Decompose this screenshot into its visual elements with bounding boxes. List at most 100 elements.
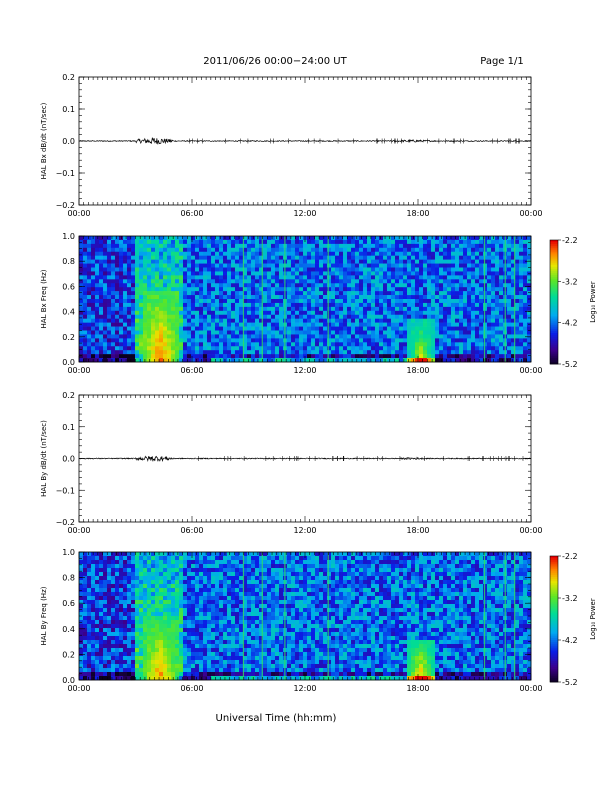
heatmap-cell: [383, 299, 388, 304]
heatmap-cell: [275, 291, 280, 296]
heatmap-cell: [383, 306, 388, 312]
heatmap-cell: [183, 314, 188, 319]
heatmap-cell: [287, 243, 292, 249]
heatmap-cell: [183, 271, 188, 276]
heatmap-cell: [443, 334, 448, 339]
heatmap-cell: [483, 283, 488, 288]
heatmap-cell: [83, 660, 88, 665]
heatmap-cell: [155, 283, 160, 288]
colorbar-tick-label: -3.2: [562, 277, 578, 286]
heatmap-cell: [339, 247, 344, 253]
heatmap-cell: [223, 306, 228, 312]
heatmap-cell: [463, 275, 468, 280]
heatmap-cell: [159, 271, 164, 276]
heatmap-cell: [443, 275, 448, 280]
heatmap-cell: [203, 299, 208, 304]
heatmap-cell: [395, 263, 400, 268]
heatmap-cell: [199, 350, 204, 355]
colorbar-cell: [550, 273, 558, 276]
heatmap-cell: [115, 652, 120, 657]
heatmap-cell: [115, 624, 120, 629]
heatmap-cell: [267, 259, 272, 264]
heatmap-cell: [107, 271, 112, 276]
heatmap-cell: [91, 608, 96, 613]
heatmap-cell: [95, 295, 100, 300]
heatmap-cells: [79, 236, 532, 363]
heatmap-cell: [307, 251, 312, 256]
heatmap-cell: [359, 291, 364, 296]
heatmap-cell: [179, 236, 184, 241]
heatmap-cell: [83, 302, 88, 308]
heatmap-cell: [155, 259, 160, 264]
heatmap-cell: [519, 275, 524, 280]
heatmap-cell: [455, 354, 460, 359]
heatmap-cell: [463, 350, 468, 355]
heatmap-cell: [179, 346, 184, 351]
heatmap-cell: [255, 283, 260, 288]
heatmap-cell: [99, 608, 104, 613]
heatmap-cell: [347, 275, 352, 280]
heatmap-cell: [127, 342, 132, 347]
heatmap-cell: [411, 283, 416, 288]
heatmap-cell: [471, 271, 476, 276]
heatmap-cell: [99, 330, 104, 335]
heatmap-cell: [431, 243, 436, 249]
heatmap-cell: [79, 644, 84, 649]
heatmap-cell: [111, 636, 116, 641]
heatmap-cell: [403, 283, 408, 288]
heatmap-cell: [263, 283, 268, 288]
heatmap-cell: [287, 267, 292, 272]
heatmap-cell: [451, 271, 456, 276]
heatmap-cell: [343, 306, 348, 312]
heatmap-cell: [447, 259, 452, 264]
heatmap-cell: [115, 616, 120, 621]
heatmap-cell: [371, 291, 376, 296]
heatmap-cell: [207, 243, 212, 249]
heatmap-cell: [443, 267, 448, 272]
heatmap-cell: [435, 346, 440, 351]
heatmap-cell: [451, 283, 456, 288]
heatmap-cell: [195, 310, 200, 316]
heatmap-cell: [239, 287, 244, 292]
heatmap-cell: [295, 299, 300, 304]
heatmap-cell: [467, 295, 472, 300]
heatmap-cell: [119, 648, 124, 653]
heatmap-cell: [403, 267, 408, 272]
heatmap-cell: [179, 263, 184, 268]
heatmap-cell: [275, 354, 280, 359]
heatmap-cell: [103, 580, 108, 585]
heatmap-cell: [123, 243, 128, 249]
heatmap-cell: [95, 672, 100, 677]
heatmap-cell: [403, 271, 408, 276]
x-tick-label: 06:00: [180, 209, 203, 218]
heatmap-cell: [95, 322, 100, 327]
heatmap-cell: [359, 279, 364, 284]
heatmap-cell: [179, 251, 184, 256]
heatmap-cell: [99, 314, 104, 319]
heatmap-cell: [475, 318, 480, 323]
colorbar-cell: [550, 328, 558, 332]
heatmap-cell: [251, 314, 256, 319]
y-tick-label: 0.0: [62, 137, 75, 146]
heatmap-cell: [275, 299, 280, 304]
heatmap-cell: [379, 247, 384, 253]
heatmap-cell: [239, 267, 244, 272]
heatmap-cell: [491, 299, 496, 304]
heatmap-cell: [147, 239, 152, 245]
heatmap-cell: [247, 259, 252, 264]
heatmap-cell: [279, 306, 284, 312]
heatmap-cell: [491, 306, 496, 312]
heatmap-cell: [87, 259, 92, 264]
heatmap-cell: [195, 239, 200, 245]
heatmap-cell: [419, 279, 424, 284]
heatmap-cell: [91, 636, 96, 641]
heatmap-cell: [507, 251, 512, 256]
heatmap-cell: [139, 326, 144, 331]
heatmap-cell: [287, 279, 292, 284]
heatmap-cell: [351, 239, 356, 245]
heatmap-cell: [399, 247, 404, 253]
heatmap-cell: [475, 306, 480, 312]
heatmap-cell: [495, 334, 500, 339]
heatmap-cell: [259, 350, 264, 355]
heatmap-cell: [243, 275, 248, 280]
